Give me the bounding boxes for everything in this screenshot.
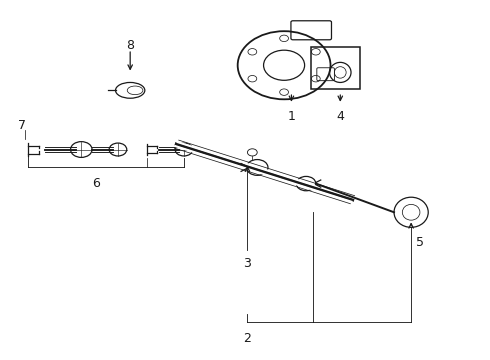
Circle shape <box>280 89 289 95</box>
Circle shape <box>280 35 289 41</box>
Text: 7: 7 <box>18 119 25 132</box>
Text: 5: 5 <box>416 235 424 249</box>
Text: 8: 8 <box>126 39 134 52</box>
Text: 3: 3 <box>244 257 251 270</box>
Circle shape <box>312 76 320 82</box>
Text: 1: 1 <box>288 110 295 123</box>
Circle shape <box>312 49 320 55</box>
Circle shape <box>248 76 257 82</box>
Text: 2: 2 <box>244 332 251 345</box>
Text: 6: 6 <box>92 177 100 190</box>
Text: 4: 4 <box>336 110 344 123</box>
Circle shape <box>248 49 257 55</box>
